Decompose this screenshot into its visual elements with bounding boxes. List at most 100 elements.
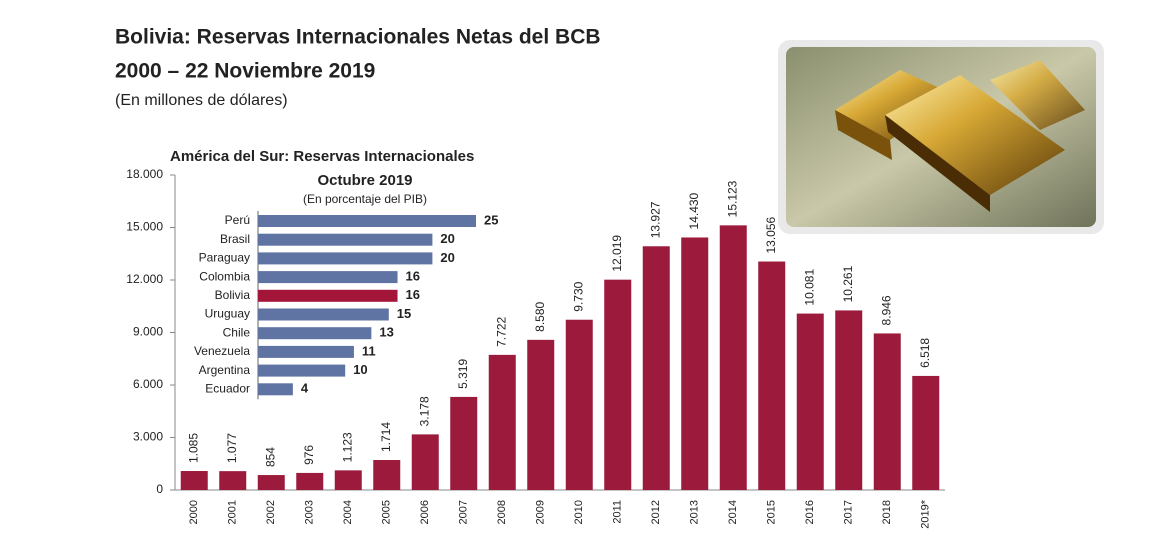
value-label: 1.714 — [379, 422, 393, 452]
x-tick-label: 2002 — [265, 500, 277, 524]
x-tick-label: 2013 — [689, 500, 701, 524]
x-tick-label: 2015 — [766, 500, 778, 524]
y-tick-label: 12.000 — [126, 272, 163, 286]
value-label: 1.085 — [186, 433, 200, 463]
x-tick-label: 2004 — [342, 500, 354, 524]
inset-category: Argentina — [199, 363, 251, 377]
bar — [796, 313, 824, 490]
bar — [681, 237, 709, 490]
bar — [180, 471, 208, 490]
value-label: 12.019 — [610, 235, 624, 272]
value-label: 13.927 — [648, 201, 662, 238]
photo — [778, 40, 1104, 234]
inset-value-label: 15 — [397, 306, 411, 321]
inset-category: Ecuador — [205, 381, 250, 395]
chart-title: Bolivia: Reservas Internacionales Netas … — [115, 26, 601, 49]
bar — [642, 246, 670, 490]
value-label: 9.730 — [571, 281, 585, 311]
bar — [912, 375, 940, 490]
x-tick-label: 2016 — [804, 500, 816, 524]
inset-category: Paraguay — [199, 251, 250, 265]
x-tick-label: 2010 — [573, 500, 585, 524]
inset-title: América del Sur: Reservas Internacionale… — [170, 148, 474, 165]
value-label: 10.261 — [841, 265, 855, 302]
value-label: 854 — [263, 447, 277, 467]
chart-subtitle: 2000 – 22 Noviembre 2019 — [115, 60, 375, 83]
value-label: 1.123 — [340, 432, 354, 462]
value-label: 13.056 — [764, 216, 778, 253]
bar — [450, 396, 478, 490]
value-label: 15.123 — [725, 180, 739, 217]
bar — [411, 434, 439, 490]
inset-bar — [258, 383, 293, 396]
x-tick-label: 2017 — [843, 500, 855, 524]
inset-category: Chile — [223, 325, 251, 339]
value-label: 3.178 — [417, 396, 431, 426]
value-label: 8.580 — [533, 301, 547, 331]
inset-value-label: 20 — [440, 231, 454, 246]
inset-subtitle: Octubre 2019 — [317, 172, 412, 189]
chart-note: (En millones de dólares) — [115, 92, 288, 109]
inset-value-label: 11 — [362, 343, 376, 358]
x-tick-label: 2005 — [381, 500, 393, 524]
inset-category: Colombia — [199, 269, 250, 283]
x-tick-label: 2007 — [458, 500, 470, 524]
x-tick-label: 2003 — [304, 500, 316, 524]
y-tick-label: 18.000 — [126, 167, 163, 181]
bar — [219, 471, 247, 490]
y-tick-label: 9.000 — [133, 325, 163, 339]
bar — [257, 475, 285, 490]
y-tick-label: 0 — [156, 482, 163, 496]
bar — [873, 333, 901, 490]
inset-value-label: 25 — [484, 212, 498, 227]
value-label: 5.319 — [456, 359, 470, 389]
x-tick-label: 2011 — [612, 500, 624, 524]
inset-category: Venezuela — [194, 344, 250, 358]
value-label: 1.077 — [225, 433, 239, 463]
bar — [488, 354, 516, 490]
bar — [758, 261, 786, 490]
bar — [835, 310, 863, 490]
inset-value-label: 13 — [379, 325, 393, 340]
inset-value-label: 16 — [406, 269, 420, 284]
inset-note: (En porcentaje del PIB) — [303, 192, 427, 206]
inset-bar — [258, 327, 372, 340]
inset-bar — [258, 252, 433, 265]
x-tick-label: 2019* — [920, 499, 932, 528]
x-tick-label: 2009 — [535, 500, 547, 524]
bar — [527, 339, 555, 490]
x-tick-label: 2008 — [496, 500, 508, 524]
bar — [604, 279, 632, 490]
bar — [373, 460, 401, 490]
x-tick-label: 2006 — [419, 500, 431, 524]
inset-category: Uruguay — [205, 307, 250, 321]
value-label: 976 — [302, 445, 316, 465]
value-label: 7.722 — [494, 317, 508, 347]
y-tick-label: 3.000 — [133, 430, 163, 444]
inset-bar — [258, 364, 346, 377]
inset-category: Bolivia — [215, 288, 251, 302]
y-tick-label: 15.000 — [126, 220, 163, 234]
value-label: 10.081 — [802, 269, 816, 306]
inset-bar — [258, 215, 476, 227]
inset-category: Perú — [225, 213, 250, 227]
x-tick-label: 2012 — [650, 500, 662, 524]
bar — [719, 225, 747, 490]
value-label: 14.430 — [687, 192, 701, 229]
inset-value-label: 16 — [406, 287, 420, 302]
inset-category: Brasil — [220, 232, 250, 246]
inset-value-label: 4 — [301, 381, 309, 396]
bar — [296, 472, 324, 490]
inset-bar — [258, 271, 398, 284]
x-tick-label: 2000 — [188, 500, 200, 524]
value-label: 8.946 — [879, 295, 893, 325]
x-tick-label: 2001 — [227, 500, 239, 524]
inset-value-label: 10 — [353, 362, 367, 377]
y-tick-label: 6.000 — [133, 377, 163, 391]
value-label: 6.518 — [918, 338, 932, 368]
inset-bar — [258, 308, 389, 321]
inset-bar — [258, 289, 398, 302]
inset-bar — [258, 233, 433, 246]
x-tick-label: 2014 — [727, 500, 739, 524]
